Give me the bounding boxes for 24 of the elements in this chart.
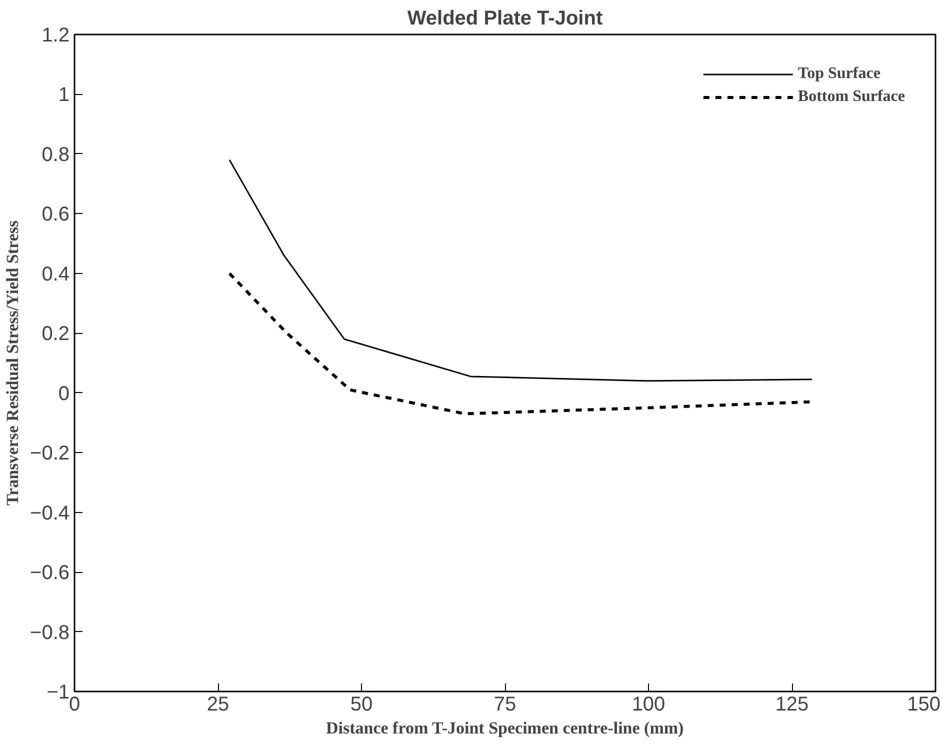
y-tick-label: 0.8 (42, 144, 70, 166)
y-tick-label: 0.2 (42, 323, 70, 346)
x-tick-label: 50 (350, 694, 373, 716)
y-tick-label: −0.2 (30, 442, 70, 465)
line-series (228, 159, 813, 382)
y-tick-label: 0.6 (42, 204, 70, 226)
x-tick-label: 25 (206, 694, 230, 716)
y-tick-label: 1.2 (42, 24, 70, 46)
y-tick-label: −0.4 (30, 502, 70, 524)
text: Top Surface (798, 65, 880, 83)
x-axis-title: Distance from T-Joint Specimen centre-line (mm) (326, 718, 684, 738)
chart-title: Welded Plate T-Joint (407, 8, 603, 30)
y-tick-label: 0.4 (42, 263, 70, 286)
y-axis-title: Transverse Residual Stress/Yield Stress (3, 220, 22, 506)
x-tick-label: 75 (494, 694, 516, 716)
x-tick-label: 100 (632, 694, 666, 716)
x-tick-label: 125 (775, 694, 809, 716)
y-tick-label: −0.8 (30, 622, 70, 644)
x-tick-label: 150 (907, 694, 941, 716)
y-tick-label: −0.6 (30, 562, 70, 584)
y-tick-label: 0 (58, 382, 70, 405)
text: Bottom Surface (798, 88, 905, 106)
y-tick-label: 1 (58, 84, 70, 106)
y-tick-label: −1 (46, 682, 70, 704)
